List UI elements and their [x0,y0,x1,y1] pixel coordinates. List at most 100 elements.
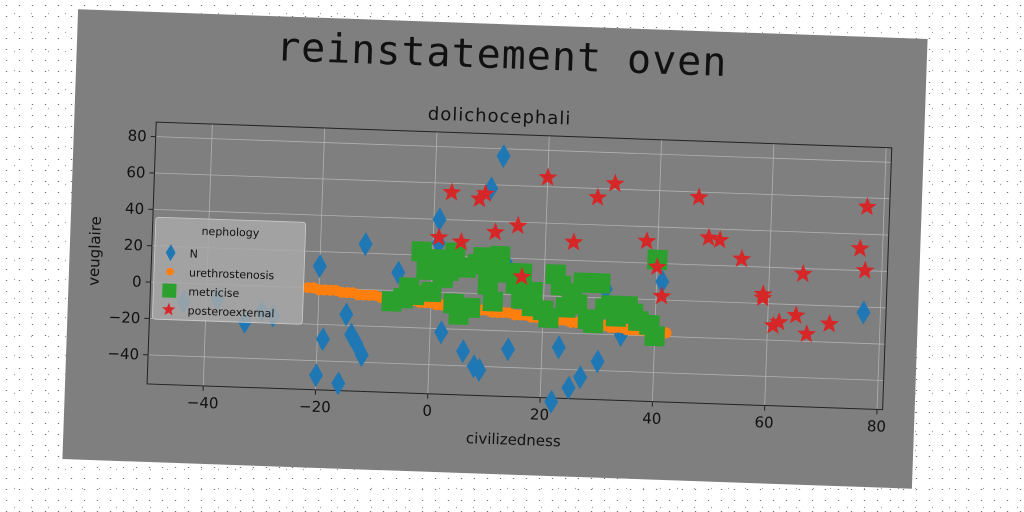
y-gridline [153,208,889,236]
data-point [482,291,504,312]
scatter-chart: −40 −20 0 20 40 60 80 −40 −20 0 20 40 60 80 civilized… [84,121,893,450]
data-point [732,249,752,268]
series-posteroexternal [429,167,877,343]
y-tick-label: 40 [125,199,145,218]
data-point [797,324,817,343]
legend-item: metricise [162,283,240,300]
data-point [573,365,588,390]
data-point [573,272,594,294]
y-tick-label: 20 [124,236,144,255]
legend-item: N [165,244,198,262]
data-point [538,307,559,329]
legend-marker [165,244,176,262]
data-point [477,274,499,296]
data-point [855,260,875,279]
data-point [466,354,481,379]
legend-marker [162,302,176,316]
data-point [309,363,324,388]
plot-frame [146,121,893,411]
x-gridline [876,147,887,410]
data-point [489,245,511,267]
data-point [589,272,611,294]
data-point [470,188,490,208]
y-tick-label: −40 [107,344,139,363]
data-point [647,257,667,276]
data-point [689,187,709,206]
data-point [786,305,806,324]
y-gridline [154,172,891,200]
data-point [538,167,558,186]
data-point [442,182,462,201]
x-gridline [764,143,775,406]
data-point [496,144,511,169]
x-tick-label: 60 [754,413,774,432]
data-point [590,349,605,374]
legend-label: urethrostenosis [189,266,275,282]
data-point [508,215,528,235]
legend-label: N [189,247,198,260]
data-point [793,263,813,283]
data-point [512,266,532,286]
data-point [605,173,625,192]
data-point [769,312,789,331]
data-point [438,260,460,282]
data-point [429,227,449,246]
data-point [652,286,672,305]
data-point [710,230,730,249]
x-tick-label: −20 [299,397,331,416]
data-point [344,322,359,347]
legend-title: nephology [201,225,260,240]
y-gridline [148,354,884,381]
x-tick-label: −40 [187,393,219,412]
data-point [644,325,666,347]
data-point [404,284,425,306]
data-point [655,269,670,294]
data-point [451,232,471,251]
data-point [850,238,870,257]
y-gridline [155,136,892,163]
data-point [857,196,877,216]
axis-ticks: −40 −20 0 20 40 60 80 −40 −20 0 20 40 60 80 [107,127,887,436]
data-point [472,358,487,383]
y-tick-label: 60 [126,163,146,182]
data-point [354,343,369,368]
data-point [763,315,783,334]
y-axis-label: veuglaire [84,216,104,286]
data-point [551,335,566,360]
data-marks [176,144,877,414]
series-metricise [381,241,668,347]
legend-marker [162,283,177,298]
data-point [819,314,839,333]
data-point [432,207,447,232]
data-point [699,227,719,247]
x-tick-label: 0 [422,402,432,420]
data-point [339,302,354,327]
legend-item: posteroexternal [162,302,275,320]
data-point [456,339,471,364]
data-point [358,232,373,257]
legend-box [152,216,307,325]
data-point [485,222,505,241]
data-point [391,260,406,285]
y-tick-label: 0 [132,272,142,290]
data-point [588,187,608,206]
legend-marker [166,267,174,276]
y-tick-label: −20 [108,308,140,327]
data-point [459,297,481,319]
x-tick-label: 80 [867,417,887,436]
x-tick-label: 40 [642,409,662,428]
legend-item: urethrostenosis [166,266,275,282]
data-point [544,389,559,414]
data-point [434,320,449,345]
data-point [411,241,432,262]
data-point [561,375,576,400]
data-point [315,327,330,352]
data-point [349,331,364,356]
data-point [331,371,346,396]
data-point [637,231,657,250]
legend-label: metricise [188,285,240,300]
x-axis-label: civilizedness [466,429,562,450]
data-point [501,337,516,362]
